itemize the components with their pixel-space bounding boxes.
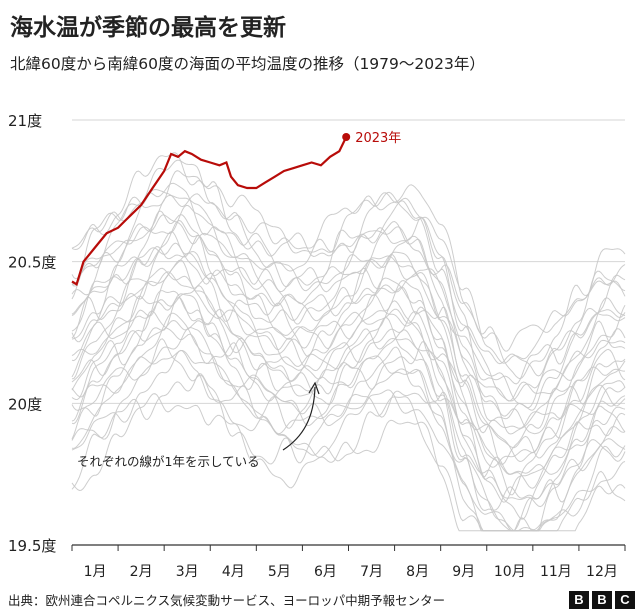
history-line xyxy=(71,170,626,380)
x-tick-label: 11月 xyxy=(540,564,572,580)
annotation-text: それぞれの線が1年を示している xyxy=(77,454,260,469)
y-tick-label: 20度 xyxy=(8,395,42,413)
x-tick-label: 7月 xyxy=(360,564,383,580)
x-tick-label: 9月 xyxy=(452,564,475,580)
highlight-line xyxy=(71,136,348,286)
chart-title: 海水温が季節の最高を更新 xyxy=(10,15,286,41)
history-line xyxy=(71,350,626,532)
x-tick-label: 10月 xyxy=(494,564,526,580)
history-line xyxy=(71,326,626,532)
x-tick-label: 2月 xyxy=(130,564,153,580)
history-line xyxy=(71,271,626,459)
x-tick-label: 8月 xyxy=(406,564,429,580)
history-line xyxy=(71,152,626,352)
history-line xyxy=(71,204,626,411)
history-line xyxy=(71,295,626,478)
highlight-endpoint xyxy=(342,133,351,141)
x-tick-label: 4月 xyxy=(222,564,245,580)
history-line xyxy=(71,319,626,508)
history-lines xyxy=(71,152,626,532)
history-line xyxy=(71,373,626,532)
y-tick-label: 20.5度 xyxy=(8,254,56,272)
annotation: それぞれの線が1年を示している xyxy=(77,381,320,469)
history-line xyxy=(71,338,626,532)
history-line xyxy=(71,219,626,435)
history-line xyxy=(71,231,626,465)
history-line xyxy=(71,252,625,463)
chart-subtitle: 北緯60度から南緯60度の海面の平均温度の推移（1979～2023年） xyxy=(10,55,485,73)
x-tick-label: 6月 xyxy=(314,564,337,580)
history-line xyxy=(71,188,626,377)
history-line xyxy=(71,214,626,402)
bbc-logo-letter: B xyxy=(569,591,589,609)
history-line xyxy=(71,293,626,520)
y-tick-label: 19.5度 xyxy=(8,537,56,555)
x-axis: 1月 2月 3月 4月 5月 6月 7月 8月 9月 10月 11月 12月 xyxy=(71,544,626,580)
history-line xyxy=(71,312,626,532)
x-tick-label: 3月 xyxy=(176,564,199,580)
x-tick-label: 5月 xyxy=(268,564,291,580)
highlight-label: 2023年 xyxy=(355,131,401,146)
source-footer: 出典：欧州連合コペルニクス気候変動サービス、ヨーロッパ中期予報センター xyxy=(8,593,446,608)
bbc-logo-letter: C xyxy=(615,591,635,609)
history-line xyxy=(71,182,626,385)
history-line xyxy=(71,290,626,503)
annotation-arrow xyxy=(282,386,316,451)
x-tick-label: 12月 xyxy=(586,564,618,580)
history-line xyxy=(71,285,626,489)
history-line xyxy=(71,234,626,435)
bbc-logo-letter: B xyxy=(592,591,612,609)
highlight-series: 2023年 xyxy=(71,131,401,286)
y-axis-labels: 21度 20.5度 20度 19.5度 xyxy=(8,112,56,555)
bbc-logo: B B C xyxy=(569,591,635,609)
y-tick-label: 21度 xyxy=(8,112,42,130)
annotation-arrow-head xyxy=(308,381,320,395)
x-tick-label: 1月 xyxy=(84,564,107,580)
